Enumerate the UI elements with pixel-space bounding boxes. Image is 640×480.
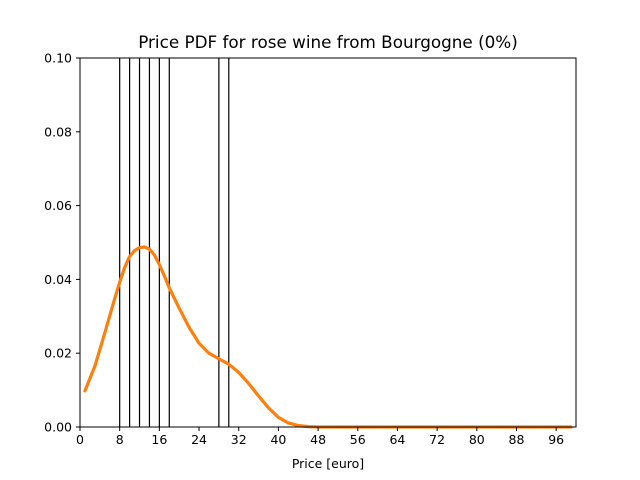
x-tick-label: 88 [509,432,525,447]
x-tick-label: 96 [548,432,564,447]
x-tick-label: 16 [151,432,167,447]
y-tick-label: 0.00 [44,420,72,435]
plot-area: 0 8 16 24 32 40 48 56 64 72 80 88 96 0.00 0.02 0.04 0.06… [44,51,577,447]
y-tick-label: 0.10 [44,51,72,66]
x-axis-label: Price [euro] [292,456,364,471]
axes-frame [79,57,577,428]
x-tick-label: 40 [270,432,286,447]
x-tick-label: 8 [116,432,124,447]
y-tick-label: 0.06 [44,198,72,213]
x-tick-label: 64 [389,432,405,447]
x-tick-label: 56 [350,432,366,447]
y-tick-label: 0.04 [44,272,72,287]
y-tick-label: 0.08 [44,124,72,139]
x-tick-label: 48 [310,432,326,447]
x-tick-label: 0 [76,432,84,447]
chart-title: Price PDF for rose wine from Bourgogne (… [138,32,518,52]
x-tick-label: 24 [191,432,207,447]
x-tick-label: 80 [469,432,485,447]
x-tick-label: 32 [231,432,247,447]
y-tick-label: 0.02 [44,346,72,361]
x-tick-label: 72 [429,432,445,447]
